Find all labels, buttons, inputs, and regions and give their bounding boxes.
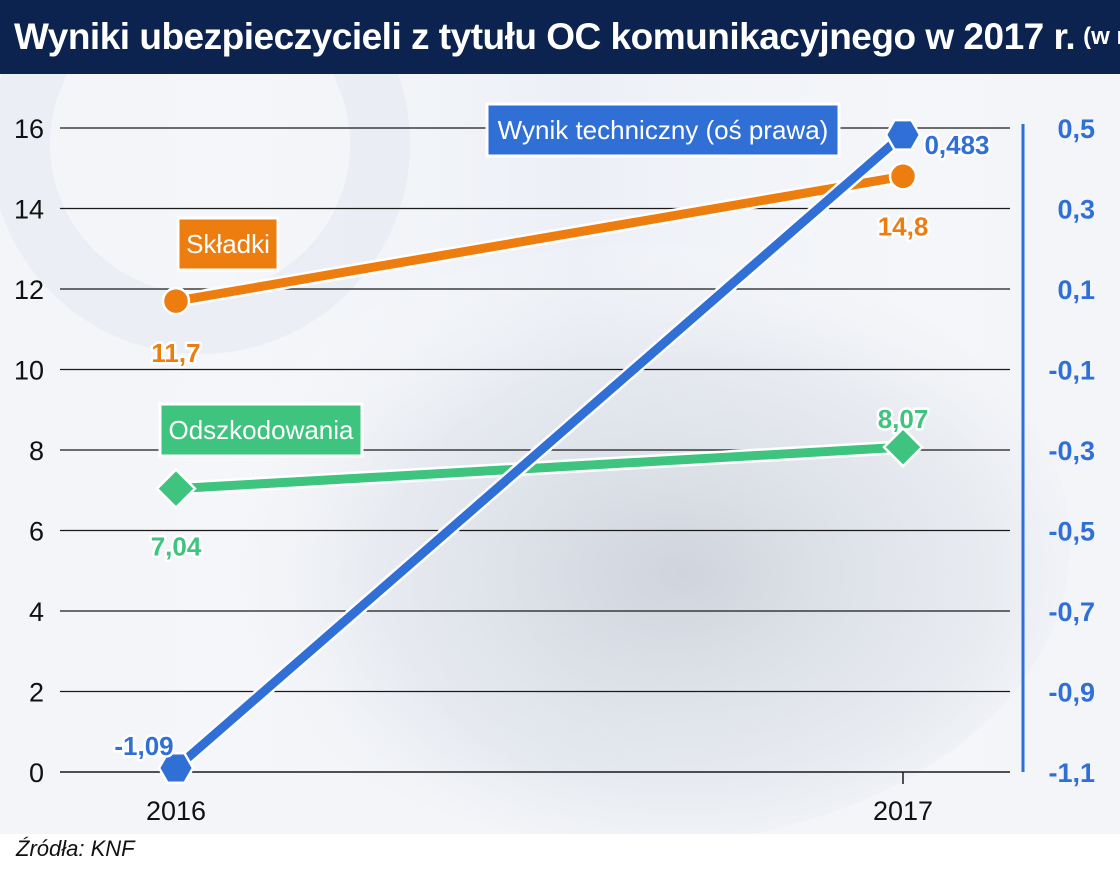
x-tick-label: 2016 (146, 796, 206, 826)
data-label: 11,7 (151, 338, 200, 368)
data-label: 7,04 (151, 532, 202, 562)
right-tick-label: 0,3 (1057, 195, 1095, 225)
left-tick-label: 6 (29, 517, 44, 547)
left-tick-label: 2 (29, 678, 44, 708)
chart-unit: (w mld zł) (1083, 23, 1120, 50)
legend-box (176, 216, 280, 272)
right-tick-label: -1,1 (1048, 758, 1095, 788)
series-line (171, 171, 908, 306)
data-point-marker (882, 426, 924, 468)
data-label: 8,07 (878, 404, 929, 434)
data-point-marker (157, 752, 195, 784)
left-tick-label: 0 (29, 758, 44, 788)
legend-label: Składki (186, 229, 270, 259)
right-tick-label: -0,5 (1048, 517, 1095, 547)
data-label: -1,09 (114, 731, 173, 761)
right-tick-label: -0,3 (1048, 436, 1095, 466)
x-tick-label: 2017 (873, 796, 933, 826)
chart-title: Wyniki ubezpieczycieli z tytułu OC komun… (14, 16, 1076, 57)
legend-box (485, 102, 841, 158)
right-tick-label: -0,1 (1048, 356, 1095, 386)
data-point-marker (884, 118, 922, 151)
right-tick-label: -0,7 (1048, 597, 1095, 627)
right-tick-label: 0,1 (1057, 275, 1095, 305)
data-label: 14,8 (878, 211, 929, 241)
legend-label: Odszkodowania (169, 415, 355, 445)
data-point-marker (155, 467, 197, 510)
legend-box (158, 402, 364, 458)
data-point-marker (888, 162, 918, 191)
left-tick-label: 8 (29, 436, 44, 466)
chart-svg: 0 2 4 6 8 10 12 14 16 -1,1 -0,9 -0,7 -0,5 -0,3 -0,1 0,1… (0, 74, 1120, 834)
left-tick-label: 10 (14, 356, 44, 386)
data-point-marker (161, 286, 191, 316)
right-tick-label: 0,5 (1057, 114, 1095, 144)
right-tick-label: -0,9 (1048, 678, 1095, 708)
source-note: Źródła: KNF (16, 836, 135, 861)
series-line (171, 442, 908, 494)
left-tick-label: 16 (14, 114, 44, 144)
data-label: 0,483 (924, 130, 989, 160)
series-line (171, 130, 908, 773)
left-tick-label: 14 (14, 195, 44, 225)
title-bar: Wyniki ubezpieczycieli z tytułu OC komun… (0, 0, 1120, 74)
left-tick-label: 12 (14, 275, 44, 305)
left-tick-label: 4 (29, 597, 44, 627)
legend-label: Wynik techniczny (oś prawa) (498, 115, 829, 145)
